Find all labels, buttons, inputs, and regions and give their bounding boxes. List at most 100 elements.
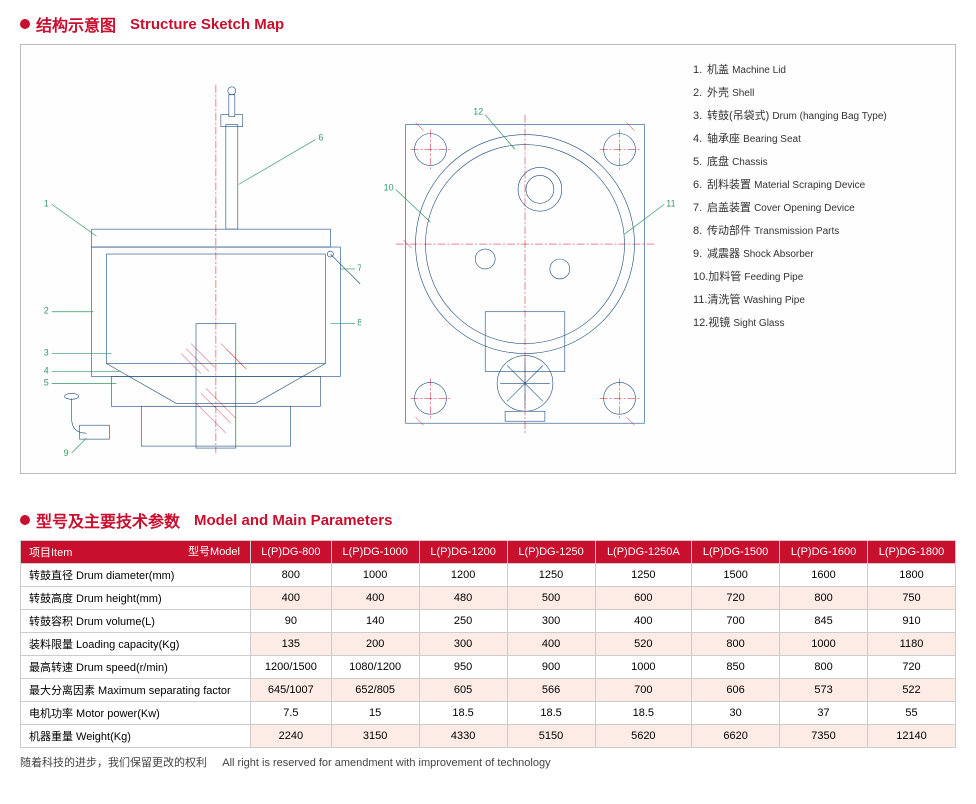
row-label: 装料限量 Loading capacity(Kg) (21, 633, 251, 656)
cell: 700 (692, 610, 780, 633)
cell: 750 (868, 587, 956, 610)
cell: 30 (692, 702, 780, 725)
cell: 250 (419, 610, 507, 633)
row-label: 转鼓高度 Drum height(mm) (21, 587, 251, 610)
legend-item: 4.轴承座 Bearing Seat (693, 128, 945, 151)
cell: 1500 (692, 564, 780, 587)
cell: 6620 (692, 725, 780, 748)
legend-item: 6.刮料装置 Material Scraping Device (693, 174, 945, 197)
diagram-container: 1 2 3 4 5 6 7 8 9 (20, 44, 956, 474)
svg-text:4: 4 (44, 365, 49, 375)
legend-item: 8.传动部件 Transmission Parts (693, 220, 945, 243)
model-header: L(P)DG-800 (251, 541, 332, 564)
cell: 850 (692, 656, 780, 679)
cell: 135 (251, 633, 332, 656)
cell: 645/1007 (251, 679, 332, 702)
cell: 1180 (868, 633, 956, 656)
footnote: 随着科技的进步，我们保留更改的权利 All right is reserved … (20, 754, 956, 770)
svg-text:9: 9 (64, 448, 69, 458)
cell: 605 (419, 679, 507, 702)
bullet-icon (20, 19, 30, 29)
footnote-cn: 随着科技的进步，我们保留更改的权利 (20, 757, 207, 769)
top-view-drawing: 10 11 12 (375, 55, 675, 463)
cell: 910 (868, 610, 956, 633)
legend-item: 1.机盖 Machine Lid (693, 59, 945, 82)
model-header: L(P)DG-1800 (868, 541, 956, 564)
model-header: L(P)DG-1200 (419, 541, 507, 564)
cell: 400 (251, 587, 332, 610)
cell: 18.5 (419, 702, 507, 725)
cell: 37 (780, 702, 868, 725)
cell: 1800 (868, 564, 956, 587)
section1-en: Structure Sketch Map (130, 16, 284, 33)
parameters-table: 项目Item型号ModelL(P)DG-800L(P)DG-1000L(P)DG… (20, 540, 956, 748)
section1-title: 结构示意图 Structure Sketch Map (20, 12, 956, 36)
cell: 2240 (251, 725, 332, 748)
cell: 520 (595, 633, 692, 656)
cell: 5620 (595, 725, 692, 748)
legend-item: 5.底盘 Chassis (693, 151, 945, 174)
cell: 400 (331, 587, 419, 610)
cell: 800 (780, 656, 868, 679)
svg-text:5: 5 (44, 377, 49, 387)
row-label: 机器重量 Weight(Kg) (21, 725, 251, 748)
cell: 7.5 (251, 702, 332, 725)
section1-cn: 结构示意图 (36, 12, 116, 36)
cell: 1250 (507, 564, 595, 587)
cell: 140 (331, 610, 419, 633)
legend-item: 11.清洗管 Washing Pipe (693, 289, 945, 312)
svg-text:11: 11 (666, 198, 675, 208)
cell: 800 (692, 633, 780, 656)
cell: 90 (251, 610, 332, 633)
cell: 400 (507, 633, 595, 656)
cell: 4330 (419, 725, 507, 748)
legend-item: 3.转鼓(吊袋式) Drum (hanging Bag Type) (693, 105, 945, 128)
cell: 566 (507, 679, 595, 702)
cell: 800 (251, 564, 332, 587)
model-header: L(P)DG-1250 (507, 541, 595, 564)
legend-list: 1.机盖 Machine Lid2.外壳 Shell3.转鼓(吊袋式) Drum… (689, 55, 945, 463)
cell: 15 (331, 702, 419, 725)
cell: 200 (331, 633, 419, 656)
legend-item: 2.外壳 Shell (693, 82, 945, 105)
item-header: 项目Item型号Model (21, 541, 251, 564)
cell: 720 (868, 656, 956, 679)
cell: 800 (780, 587, 868, 610)
cell: 1250 (595, 564, 692, 587)
bullet-icon (20, 515, 30, 525)
svg-text:2: 2 (44, 306, 49, 316)
cell: 1080/1200 (331, 656, 419, 679)
cell: 1600 (780, 564, 868, 587)
cell: 845 (780, 610, 868, 633)
cell: 1000 (780, 633, 868, 656)
cell: 400 (595, 610, 692, 633)
cell: 5150 (507, 725, 595, 748)
cell: 3150 (331, 725, 419, 748)
svg-text:3: 3 (44, 348, 49, 358)
cell: 300 (419, 633, 507, 656)
cell: 600 (595, 587, 692, 610)
legend-item: 12.视镜 Sight Glass (693, 312, 945, 335)
cell: 900 (507, 656, 595, 679)
section2-title: 型号及主要技术参数 Model and Main Parameters (20, 508, 956, 532)
svg-text:6: 6 (318, 133, 323, 143)
model-header: L(P)DG-1250A (595, 541, 692, 564)
svg-text:8: 8 (357, 318, 361, 328)
svg-text:12: 12 (473, 107, 483, 117)
cell: 500 (507, 587, 595, 610)
section2-en: Model and Main Parameters (194, 512, 392, 529)
svg-text:1: 1 (44, 198, 49, 208)
section2-cn: 型号及主要技术参数 (36, 508, 180, 532)
row-label: 最高转速 Drum speed(r/min) (21, 656, 251, 679)
cell: 700 (595, 679, 692, 702)
legend-item: 10.加料管 Feeding Pipe (693, 266, 945, 289)
svg-text:7: 7 (357, 263, 361, 273)
cell: 573 (780, 679, 868, 702)
cell: 950 (419, 656, 507, 679)
svg-text:10: 10 (384, 182, 394, 192)
model-header: L(P)DG-1500 (692, 541, 780, 564)
side-view-drawing: 1 2 3 4 5 6 7 8 9 (31, 55, 361, 463)
cell: 55 (868, 702, 956, 725)
cell: 18.5 (507, 702, 595, 725)
row-label: 电机功率 Motor power(Kw) (21, 702, 251, 725)
